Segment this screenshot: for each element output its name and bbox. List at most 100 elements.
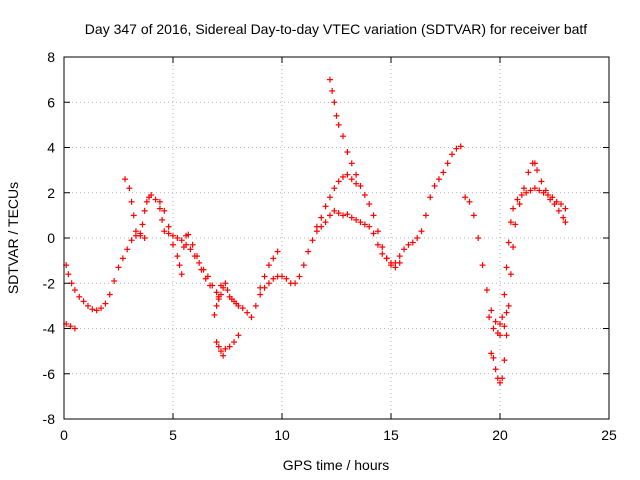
data-point (503, 309, 510, 316)
data-point (512, 221, 519, 228)
data-point (520, 185, 527, 192)
data-point (178, 237, 185, 244)
data-point (558, 201, 565, 208)
data-point (176, 262, 183, 269)
data-point (279, 273, 285, 280)
data-point (326, 194, 333, 201)
data-point (137, 232, 144, 239)
data-point (333, 112, 340, 119)
data-point (98, 305, 105, 312)
data-point (244, 309, 251, 316)
data-point (326, 212, 333, 219)
data-point (71, 287, 78, 294)
data-point (396, 259, 403, 266)
data-point (414, 235, 421, 241)
data-point (326, 76, 333, 83)
data-point (292, 280, 299, 287)
data-point (141, 207, 148, 214)
data-point (322, 219, 329, 226)
data-point (497, 332, 503, 339)
data-point (542, 187, 549, 194)
data-point (156, 198, 163, 205)
y-tick-label: -2 (43, 275, 56, 291)
data-point (165, 223, 172, 230)
data-point (196, 259, 203, 266)
data-point (189, 241, 196, 248)
data-point (252, 302, 259, 309)
x-tick-label: 0 (60, 427, 68, 443)
data-point (516, 201, 523, 208)
data-point (322, 203, 329, 210)
data-point (235, 332, 242, 339)
data-point (431, 182, 438, 189)
data-point (178, 271, 185, 278)
data-point (348, 176, 355, 183)
data-point (366, 223, 373, 230)
x-tick-label: 10 (274, 427, 290, 443)
data-point (470, 212, 477, 219)
data-point (379, 244, 386, 251)
data-point (560, 214, 567, 221)
data-point (215, 343, 222, 350)
data-point (383, 255, 390, 262)
data-point (222, 280, 229, 287)
data-point (422, 212, 429, 219)
y-axis-label: SDTVAR / TECUs (5, 182, 21, 294)
axis-ticks: 0 5 10 15 20 25 -8 -6 -4 -2 0 2 4 6 8 (43, 49, 617, 443)
data-point (418, 228, 425, 235)
data-point (348, 160, 355, 167)
data-point (213, 302, 220, 309)
data-point (132, 228, 139, 235)
data-point (499, 375, 506, 382)
data-point (388, 262, 394, 269)
data-point (89, 306, 96, 313)
data-point (514, 196, 521, 203)
data-point (213, 289, 220, 296)
data-point (492, 366, 499, 373)
data-point (453, 145, 460, 152)
x-tick-label: 5 (169, 427, 177, 443)
data-point (335, 210, 342, 217)
data-point (409, 239, 416, 246)
data-point (344, 149, 351, 156)
y-tick-label: -8 (43, 411, 56, 427)
data-point (180, 244, 187, 251)
data-point (220, 352, 227, 359)
data-point (215, 293, 222, 300)
data-point (185, 231, 192, 238)
data-point (370, 230, 377, 237)
data-point (335, 121, 342, 128)
data-point (503, 332, 510, 339)
data-point (235, 302, 242, 309)
data-point (80, 298, 87, 305)
data-point (538, 178, 545, 185)
data-point (374, 228, 381, 235)
data-point (523, 189, 530, 196)
data-point (457, 143, 464, 150)
data-point (518, 192, 525, 199)
data-point (300, 262, 307, 269)
data-point (270, 255, 277, 262)
data-point (207, 282, 214, 289)
data-point (93, 307, 100, 314)
data-point (497, 320, 503, 327)
data-point (274, 248, 281, 255)
data-point (499, 314, 506, 321)
data-point (329, 87, 336, 94)
data-point (202, 275, 209, 282)
data-point (318, 214, 325, 221)
data-point (534, 167, 541, 174)
data-point (152, 196, 159, 203)
data-point (348, 214, 355, 221)
chart-title: Day 347 of 2016, Sidereal Day-to-day VTE… (85, 21, 588, 37)
data-point (141, 235, 148, 241)
data-point (335, 178, 342, 185)
data-point (143, 198, 150, 205)
data-point (174, 253, 181, 260)
data-point (344, 171, 351, 178)
data-point (488, 350, 495, 357)
y-tick-label: 0 (47, 230, 55, 246)
data-points (63, 76, 569, 386)
data-point (449, 151, 456, 158)
data-point (161, 207, 168, 214)
